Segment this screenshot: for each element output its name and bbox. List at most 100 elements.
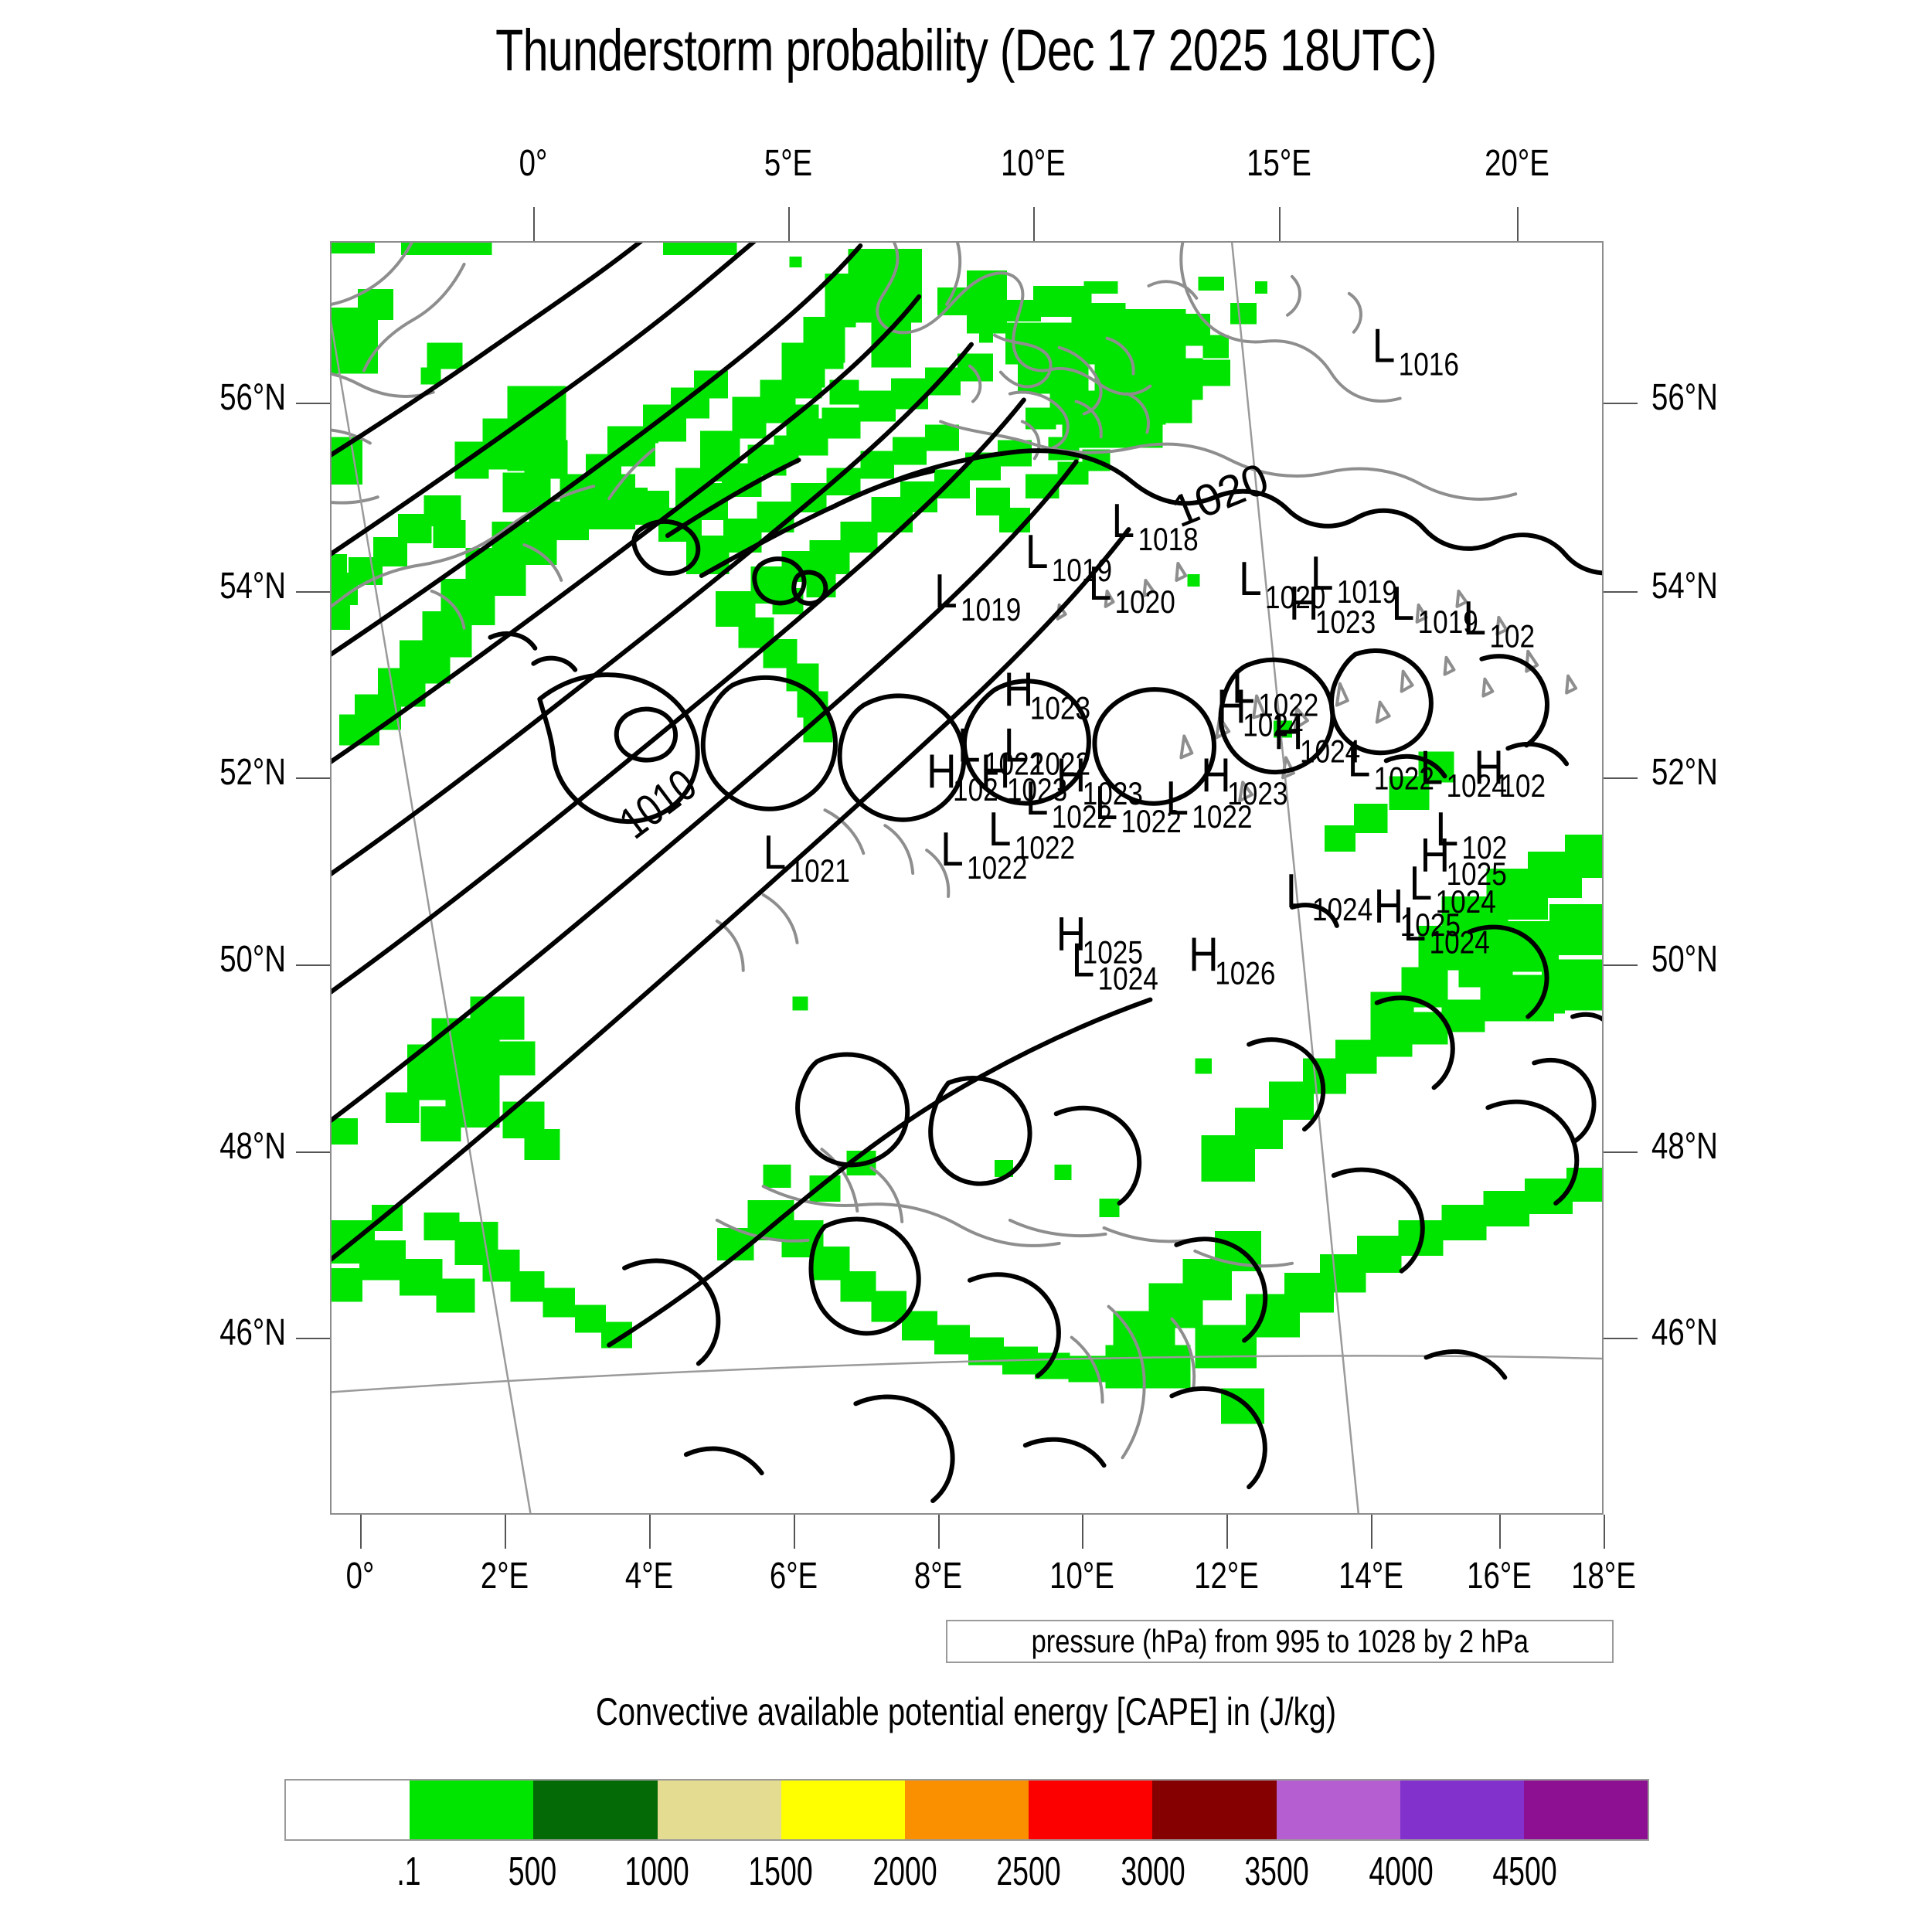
- cape-colorbar: [284, 1779, 1649, 1841]
- cape-swatch-8: [1276, 1781, 1400, 1839]
- svg-text:1020: 1020: [1265, 580, 1325, 616]
- svg-text:H: H: [981, 746, 1010, 799]
- svg-text:L: L: [1436, 803, 1459, 856]
- svg-text:1022: 1022: [967, 850, 1027, 886]
- axis-label-bottom-3: 6°E: [769, 1556, 818, 1597]
- axis-label-left-5: 46°N: [219, 1312, 286, 1353]
- cape-swatch-9: [1400, 1781, 1524, 1839]
- cape-colorbar-ticks: .1 500 1000 1500 2000 2500 3000 3500 4000 4500: [284, 1849, 1649, 1903]
- tick-bottom-9: [1604, 1515, 1605, 1549]
- axis-label-bottom-4: 8°E: [913, 1556, 963, 1597]
- svg-text:1026: 1026: [1215, 956, 1275, 992]
- svg-text:L: L: [1372, 320, 1396, 373]
- svg-text:H: H: [1289, 577, 1318, 631]
- axis-label-right-3: 50°N: [1651, 939, 1718, 980]
- tick-left-5: [296, 1338, 330, 1339]
- tick-top-2: [1033, 207, 1035, 241]
- tick-left-4: [296, 1151, 330, 1153]
- svg-text:1019: 1019: [1337, 574, 1397, 611]
- axis-label-bottom-2: 4°E: [624, 1556, 674, 1597]
- axis-label-right-4: 48°N: [1651, 1126, 1718, 1167]
- axis-label-right-5: 46°N: [1651, 1312, 1718, 1353]
- axis-label-bottom-9: 18°E: [1571, 1556, 1636, 1597]
- svg-text:L: L: [1239, 553, 1262, 606]
- svg-text:1020: 1020: [1115, 584, 1175, 621]
- svg-text:1022: 1022: [1258, 688, 1318, 724]
- svg-text:1023: 1023: [1007, 772, 1067, 808]
- tick-left-3: [296, 964, 330, 966]
- cape-tick-label-6: 3000: [1121, 1849, 1185, 1894]
- svg-text:1023: 1023: [1030, 691, 1090, 727]
- svg-text:1021: 1021: [790, 853, 850, 889]
- tick-left-2: [296, 777, 330, 779]
- tick-bottom-0: [360, 1515, 362, 1549]
- svg-text:H: H: [1216, 681, 1246, 734]
- svg-text:L: L: [957, 719, 981, 773]
- cape-tick-label-7: 3500: [1244, 1849, 1310, 1894]
- pressure-center-l: L 102: [1463, 592, 1535, 655]
- pressure-center-l: L 1016: [1372, 320, 1459, 383]
- axis-label-top-4: 20°E: [1485, 143, 1549, 184]
- svg-text:L: L: [1165, 773, 1189, 826]
- svg-text:1025: 1025: [1400, 907, 1461, 944]
- tick-bottom-1: [505, 1515, 506, 1549]
- svg-text:102: 102: [953, 772, 998, 808]
- cape-tick-label-5: 2500: [996, 1849, 1061, 1894]
- svg-text:L: L: [1095, 777, 1118, 831]
- svg-text:1024: 1024: [1430, 925, 1490, 961]
- svg-text:L: L: [1026, 526, 1049, 579]
- svg-text:H: H: [1056, 750, 1086, 803]
- svg-text:1025: 1025: [1446, 856, 1506, 893]
- svg-text:102: 102: [1489, 619, 1535, 655]
- pressure-center-l: L 1018: [1112, 495, 1199, 557]
- tick-right-5: [1604, 1338, 1638, 1339]
- cape-swatch-0: [286, 1781, 410, 1839]
- axis-label-top-2: 10°E: [1001, 143, 1066, 184]
- svg-text:1022: 1022: [1030, 747, 1090, 783]
- cape-tick-label-3: 1500: [748, 1849, 813, 1894]
- pressure-center-l: L 1020: [1239, 553, 1325, 615]
- pressure-center-l: L 1022: [1165, 773, 1252, 835]
- axis-label-right-0: 56°N: [1651, 377, 1718, 418]
- cape-swatch-1: [410, 1781, 534, 1839]
- svg-text:1024: 1024: [1098, 961, 1158, 998]
- svg-text:L: L: [1089, 557, 1112, 611]
- axis-label-top-3: 15°E: [1247, 143, 1311, 184]
- coastline-layer: [332, 243, 1578, 1460]
- svg-text:1016: 1016: [1399, 347, 1459, 383]
- svg-text:102: 102: [1500, 768, 1546, 804]
- svg-text:L: L: [1403, 898, 1427, 951]
- cape-swatch-5: [904, 1781, 1029, 1839]
- tick-top-3: [1279, 207, 1281, 241]
- pressure-center-l: L 1022: [957, 719, 1044, 782]
- tick-bottom-3: [794, 1515, 795, 1549]
- svg-text:L: L: [1311, 547, 1334, 600]
- pressure-center-l: L 1021: [764, 826, 850, 889]
- svg-text:1022: 1022: [1052, 799, 1112, 835]
- pressure-center-l: L 1022: [1095, 777, 1182, 840]
- pressure-center-l: L 1022: [1232, 661, 1318, 723]
- svg-text:L: L: [988, 803, 1012, 856]
- svg-text:1023: 1023: [1083, 776, 1143, 812]
- pressure-center-l: L 1022: [940, 823, 1027, 886]
- svg-text:L: L: [1463, 592, 1486, 645]
- svg-text:1024: 1024: [1312, 892, 1372, 928]
- axis-label-bottom-6: 12°E: [1194, 1556, 1259, 1597]
- pressure-center-l: L 102: [1436, 803, 1508, 866]
- svg-text:L: L: [1410, 857, 1433, 910]
- svg-text:H: H: [1189, 929, 1218, 982]
- cape-tick-label-8: 4000: [1369, 1849, 1434, 1894]
- pressure-center-l: L 1024: [1286, 865, 1372, 927]
- cape-tick-label-4: 2000: [872, 1849, 937, 1894]
- svg-text:H: H: [1420, 829, 1450, 883]
- page-title: Thunderstorm probability (Dec 17 2025 18…: [495, 18, 1437, 83]
- cape-swatch-2: [533, 1781, 658, 1839]
